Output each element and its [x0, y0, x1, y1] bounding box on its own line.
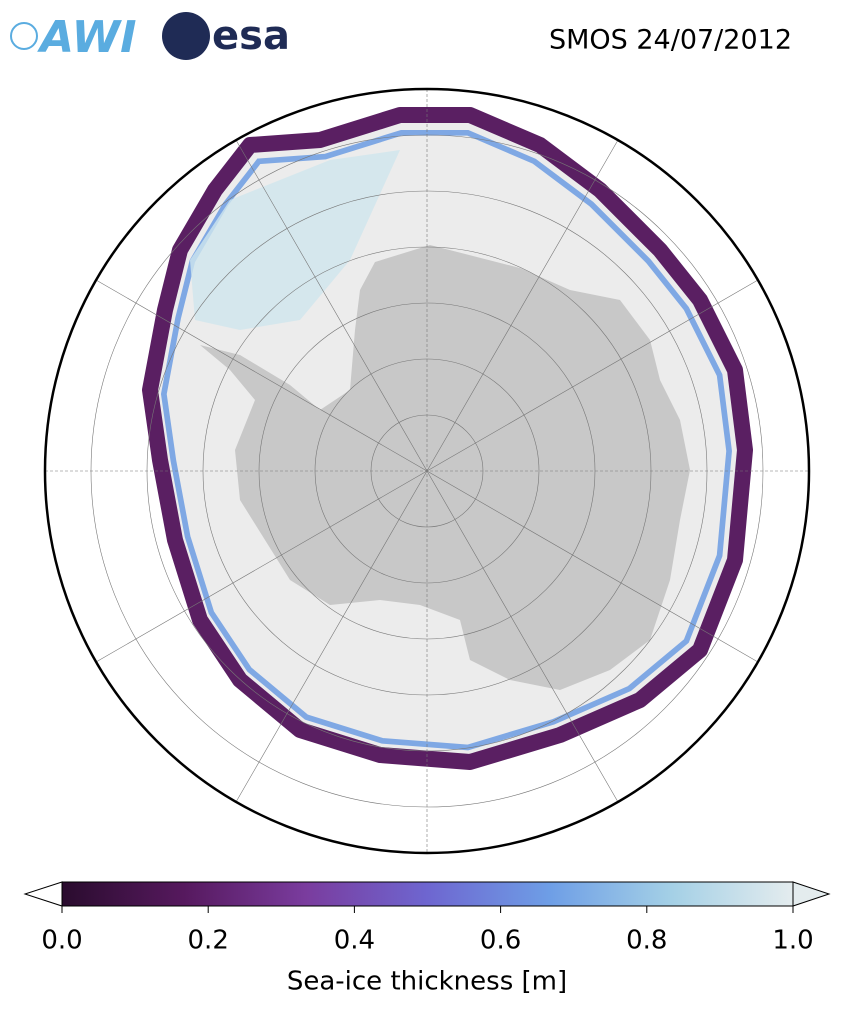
colorbar-label: Sea-ice thickness [m] [287, 967, 567, 997]
colorbar-over [792, 881, 831, 907]
esa-globe [162, 12, 210, 60]
colorbar-tick-label: 1.0 [772, 926, 813, 956]
colorbar-tick-label: 0.4 [334, 926, 375, 956]
colorbar [23, 881, 831, 913]
thick-ice [190, 150, 400, 330]
colorbar-under [23, 881, 63, 907]
sea-ice-edge [160, 129, 732, 751]
awi-logo: AWI [37, 12, 137, 63]
colorbar-tick-label: 0.2 [188, 926, 229, 956]
antarctica [200, 245, 690, 690]
logos: AWI esa [10, 12, 290, 63]
map [43, 87, 811, 855]
title: SMOS 24/07/2012 [549, 25, 792, 56]
esa-logo: esa [212, 13, 290, 59]
awi-globe [10, 22, 38, 50]
graticule [45, 89, 809, 853]
colorbar-tick-label: 0.0 [41, 926, 82, 956]
meridian [95, 139, 759, 803]
colorbar-tick-label: 0.6 [480, 926, 521, 956]
colorbar-tick-label: 0.8 [626, 926, 667, 956]
colorbar-gradient [61, 881, 794, 907]
map-border [43, 87, 811, 855]
